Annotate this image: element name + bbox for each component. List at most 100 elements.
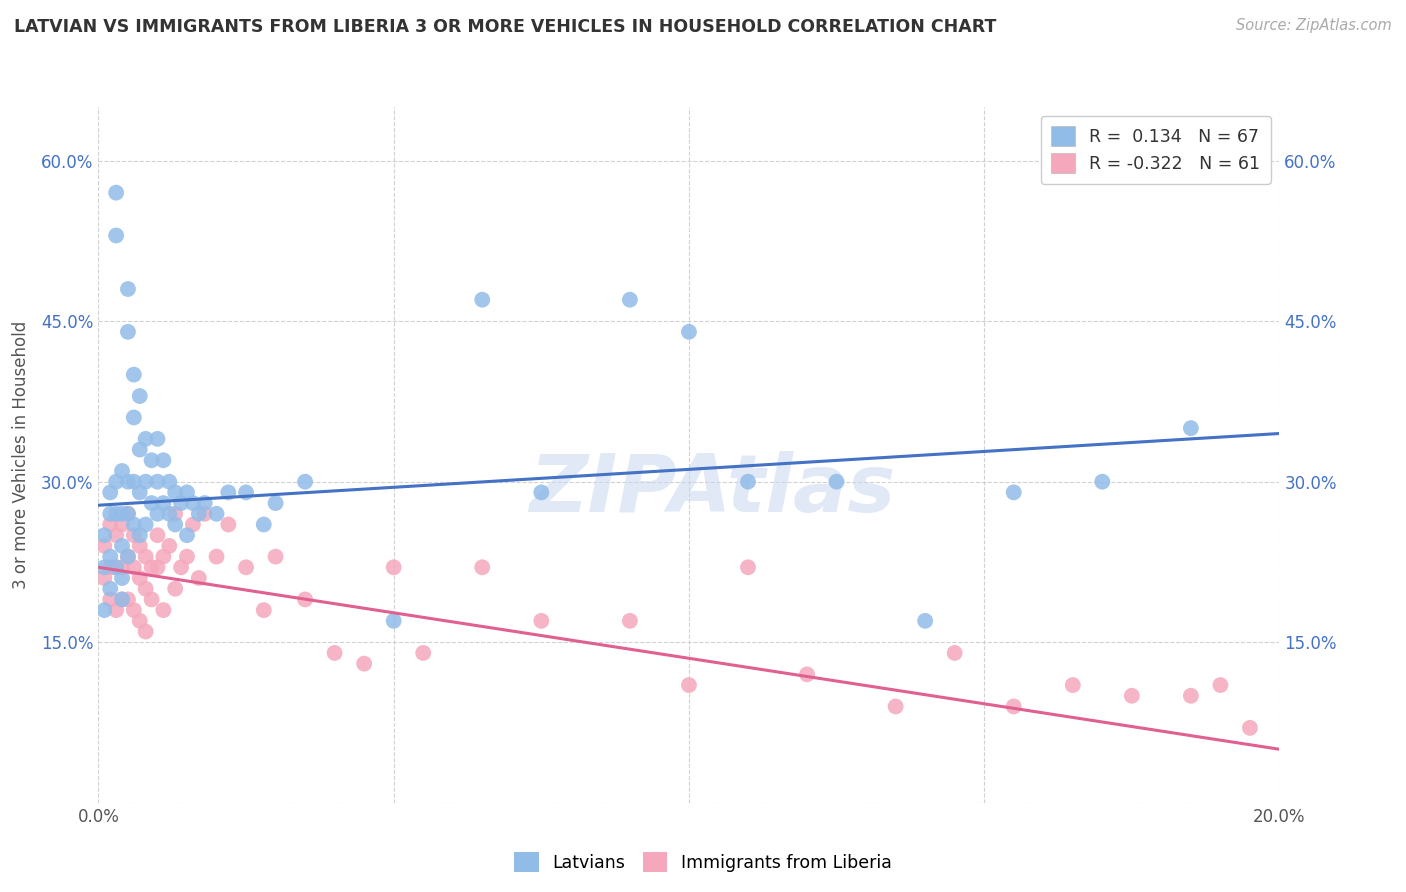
Point <box>884 699 907 714</box>
Point <box>93 603 115 617</box>
Legend: Latvians, Immigrants from Liberia: Latvians, Immigrants from Liberia <box>508 845 898 879</box>
Point <box>98 582 121 596</box>
Point <box>117 549 139 564</box>
Point <box>170 496 193 510</box>
Point <box>194 496 217 510</box>
Point <box>117 549 139 564</box>
Point <box>152 453 174 467</box>
Point <box>619 614 641 628</box>
Point <box>98 592 121 607</box>
Point <box>117 592 139 607</box>
Point <box>135 517 157 532</box>
Point <box>117 507 139 521</box>
Point <box>128 614 150 628</box>
Point <box>105 560 128 574</box>
Point <box>105 475 128 489</box>
Point <box>165 507 187 521</box>
Text: LATVIAN VS IMMIGRANTS FROM LIBERIA 3 OR MORE VEHICLES IN HOUSEHOLD CORRELATION C: LATVIAN VS IMMIGRANTS FROM LIBERIA 3 OR … <box>14 18 997 36</box>
Point <box>678 678 700 692</box>
Point <box>141 453 163 467</box>
Point <box>157 475 180 489</box>
Point <box>253 603 276 617</box>
Point <box>135 432 157 446</box>
Point <box>176 485 198 500</box>
Point <box>105 560 128 574</box>
Point <box>98 507 121 521</box>
Point <box>98 549 121 564</box>
Point <box>264 549 287 564</box>
Point <box>1091 475 1114 489</box>
Legend: R =  0.134   N = 67, R = -0.322   N = 61: R = 0.134 N = 67, R = -0.322 N = 61 <box>1040 116 1271 184</box>
Point <box>471 293 494 307</box>
Point <box>1121 689 1143 703</box>
Point <box>176 528 198 542</box>
Point <box>141 592 163 607</box>
Point <box>205 549 228 564</box>
Point <box>157 539 180 553</box>
Point <box>128 485 150 500</box>
Point <box>353 657 375 671</box>
Point <box>105 528 128 542</box>
Point <box>181 496 204 510</box>
Point <box>530 485 553 500</box>
Point <box>152 549 174 564</box>
Point <box>165 485 187 500</box>
Point <box>382 614 405 628</box>
Point <box>128 571 150 585</box>
Point <box>217 485 239 500</box>
Point <box>122 528 145 542</box>
Point <box>111 517 134 532</box>
Point <box>323 646 346 660</box>
Point <box>128 539 150 553</box>
Point <box>187 571 209 585</box>
Point <box>135 582 157 596</box>
Point <box>294 592 316 607</box>
Point <box>122 410 145 425</box>
Point <box>122 368 145 382</box>
Point <box>217 517 239 532</box>
Point <box>141 560 163 574</box>
Point <box>111 464 134 478</box>
Point <box>117 475 139 489</box>
Point <box>122 517 145 532</box>
Point <box>146 528 169 542</box>
Point <box>111 592 134 607</box>
Point <box>105 228 128 243</box>
Point <box>678 325 700 339</box>
Point <box>117 507 139 521</box>
Point <box>294 475 316 489</box>
Point <box>1180 689 1202 703</box>
Point <box>98 560 121 574</box>
Point <box>170 560 193 574</box>
Point <box>165 582 187 596</box>
Point <box>235 560 257 574</box>
Point <box>181 517 204 532</box>
Point <box>176 549 198 564</box>
Point <box>146 507 169 521</box>
Point <box>1239 721 1261 735</box>
Point <box>111 560 134 574</box>
Point <box>1002 485 1025 500</box>
Point <box>235 485 257 500</box>
Point <box>105 186 128 200</box>
Point <box>471 560 494 574</box>
Point <box>122 475 145 489</box>
Point <box>122 560 145 574</box>
Point <box>122 603 145 617</box>
Point <box>93 539 115 553</box>
Point <box>737 475 759 489</box>
Point <box>141 496 163 510</box>
Point <box>93 560 115 574</box>
Point <box>117 282 139 296</box>
Point <box>914 614 936 628</box>
Point <box>135 624 157 639</box>
Point <box>1062 678 1084 692</box>
Point <box>1180 421 1202 435</box>
Point <box>111 592 134 607</box>
Point <box>530 614 553 628</box>
Point <box>253 517 276 532</box>
Point <box>157 507 180 521</box>
Point <box>825 475 848 489</box>
Point <box>412 646 434 660</box>
Point <box>796 667 818 681</box>
